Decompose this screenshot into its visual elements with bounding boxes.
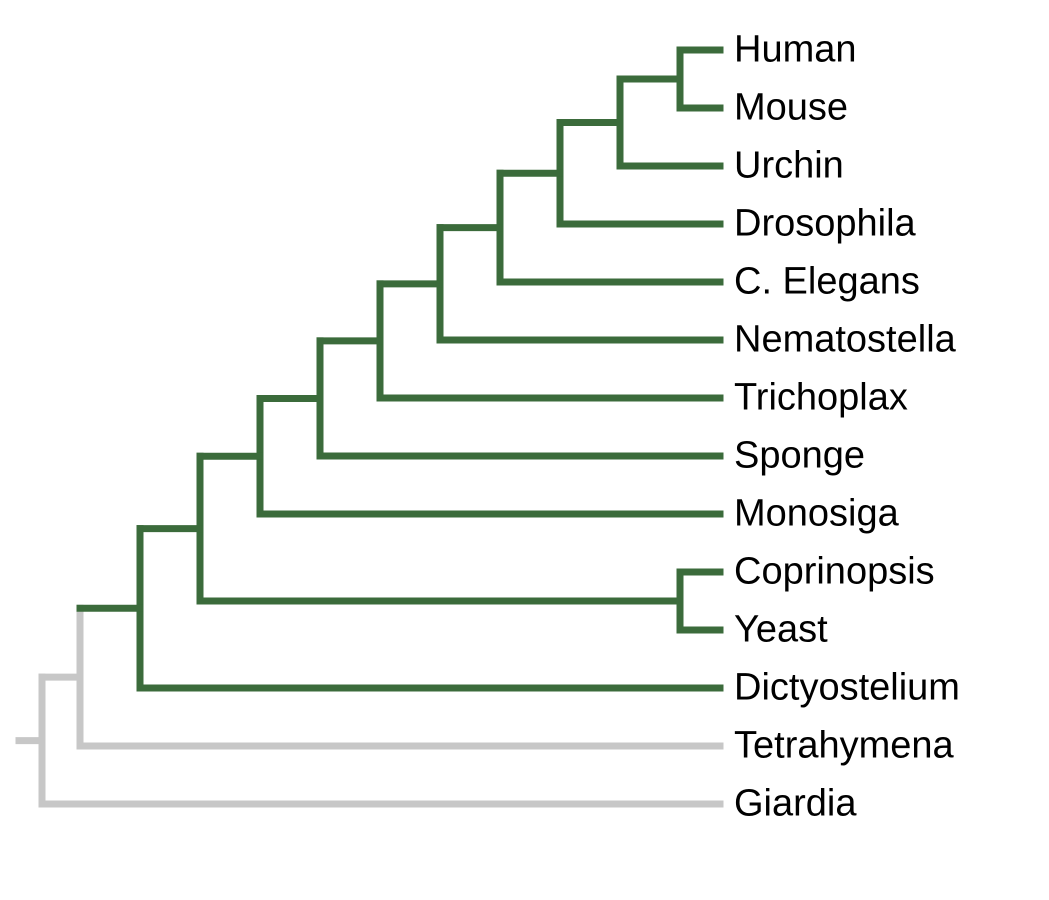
tip-label-nematostella: Nematostella <box>734 319 956 362</box>
tip-label-human: Human <box>734 29 857 72</box>
tip-label-trichoplax: Trichoplax <box>734 377 908 420</box>
tip-label-monosiga: Monosiga <box>734 493 899 536</box>
tip-label-giardia: Giardia <box>734 783 857 826</box>
tip-label-dictyostelium: Dictyostelium <box>734 667 960 710</box>
tip-label-sponge: Sponge <box>734 435 865 478</box>
tip-label-celegans: C. Elegans <box>734 261 920 304</box>
tip-label-yeast: Yeast <box>734 609 828 652</box>
tip-label-mouse: Mouse <box>734 87 848 130</box>
phylogenetic-tree: Human Mouse Urchin Drosophila C. Elegans Nema… <box>0 0 1049 900</box>
tip-label-coprinopsis: Coprinopsis <box>734 551 935 594</box>
tip-label-tetrahymena: Tetrahymena <box>734 725 954 768</box>
tip-label-drosophila: Drosophila <box>734 203 916 246</box>
tip-label-urchin: Urchin <box>734 145 844 188</box>
